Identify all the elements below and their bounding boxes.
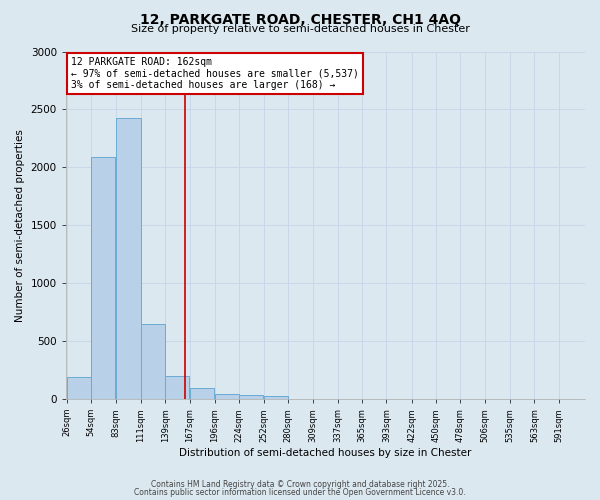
Text: 12 PARKGATE ROAD: 162sqm
← 97% of semi-detached houses are smaller (5,537)
3% of: 12 PARKGATE ROAD: 162sqm ← 97% of semi-d… — [71, 56, 359, 90]
Bar — [91, 157, 115, 399]
Text: Contains public sector information licensed under the Open Government Licence v3: Contains public sector information licen… — [134, 488, 466, 497]
Bar — [239, 395, 263, 399]
Y-axis label: Number of semi-detached properties: Number of semi-detached properties — [15, 129, 25, 322]
Text: Size of property relative to semi-detached houses in Chester: Size of property relative to semi-detach… — [131, 24, 469, 34]
Bar — [215, 394, 239, 399]
Bar — [116, 118, 140, 399]
Bar — [263, 396, 288, 399]
Text: Contains HM Land Registry data © Crown copyright and database right 2025.: Contains HM Land Registry data © Crown c… — [151, 480, 449, 489]
Bar — [141, 324, 165, 399]
X-axis label: Distribution of semi-detached houses by size in Chester: Distribution of semi-detached houses by … — [179, 448, 472, 458]
Bar — [67, 378, 91, 399]
Bar — [165, 376, 189, 399]
Bar — [190, 388, 214, 399]
Text: 12, PARKGATE ROAD, CHESTER, CH1 4AQ: 12, PARKGATE ROAD, CHESTER, CH1 4AQ — [139, 12, 461, 26]
